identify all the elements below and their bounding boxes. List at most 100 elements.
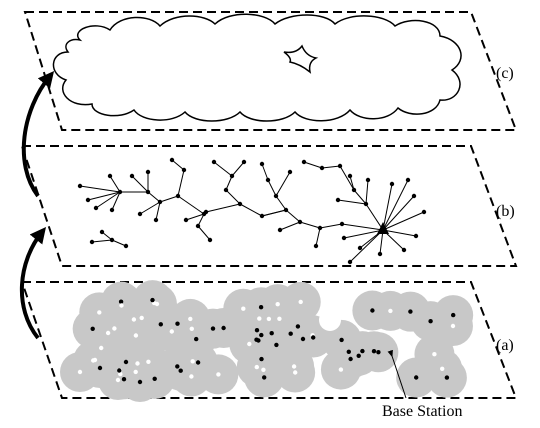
tree-node [265, 177, 271, 183]
active-sensor [444, 375, 450, 380]
sleeping-sensor [135, 361, 140, 366]
sleeping-sensor [275, 302, 280, 307]
active-sensor [254, 337, 259, 342]
active-sensor [121, 377, 127, 382]
tree-node [259, 161, 265, 167]
tree-node [241, 159, 247, 165]
active-sensor [356, 353, 361, 358]
tree-node [85, 197, 91, 203]
sleeping-sensor [277, 316, 282, 321]
arrow-a-to-b [20, 226, 46, 340]
active-sensor [137, 379, 143, 385]
layer-c-label: (c) [496, 65, 514, 82]
sleeping-sensor [133, 333, 139, 338]
active-sensor [311, 335, 316, 340]
tree-node [413, 233, 419, 239]
active-sensor [175, 321, 180, 326]
sleeping-sensor [241, 306, 246, 311]
sleeping-sensor [189, 374, 194, 379]
active-sensor [274, 342, 279, 348]
active-sensor [254, 328, 260, 333]
tree-node [313, 243, 319, 249]
coverage-disks [60, 280, 474, 402]
active-sensor [348, 356, 353, 362]
tree-node [207, 237, 213, 243]
layer-c-plane [23, 11, 518, 131]
active-sensor [117, 368, 122, 373]
sleeping-sensor [139, 315, 144, 321]
layer-c: (c) [23, 11, 518, 131]
tree-node [181, 167, 187, 173]
coverage-hole [283, 44, 319, 74]
tree-node [287, 169, 293, 175]
layer-a-label: (a) [496, 337, 514, 354]
tree-node [337, 163, 343, 169]
sleeping-sensor [247, 341, 252, 347]
tree-node [175, 193, 181, 199]
tree-node [203, 209, 209, 215]
tree-node [411, 193, 417, 199]
sleeping-sensor [99, 345, 104, 351]
tree-node [351, 187, 357, 193]
active-sensor [269, 331, 274, 336]
active-sensor [376, 350, 381, 355]
tree-node [347, 259, 353, 265]
sleeping-sensor [440, 366, 445, 371]
tree-node [89, 239, 95, 245]
sleeping-sensor [190, 359, 195, 364]
active-sensor [195, 360, 201, 365]
sleeping-sensor [118, 371, 123, 377]
sleeping-sensor [388, 308, 393, 314]
active-sensor [259, 332, 264, 338]
active-sensor [97, 365, 103, 371]
layer-a: (a) Base Station [20, 280, 518, 420]
sleeping-sensor [105, 330, 111, 336]
layer-b-plane [20, 145, 518, 267]
sleeping-sensor [450, 323, 456, 329]
routing-tree-nodes [77, 157, 427, 265]
sleeping-sensor [257, 316, 262, 321]
tree-node [229, 173, 235, 179]
sleeping-sensor [188, 316, 193, 322]
tree-node [377, 251, 383, 257]
tree-node [317, 225, 323, 231]
sleeping-sensor [169, 329, 174, 334]
active-sensor [150, 297, 155, 303]
active-sensor [175, 364, 180, 369]
tree-node [341, 235, 347, 241]
active-sensor [360, 348, 365, 354]
active-sensor [370, 308, 375, 313]
sleeping-sensor [293, 370, 298, 375]
active-sensor [408, 309, 413, 314]
active-sensor [210, 326, 216, 331]
active-sensor [194, 336, 199, 342]
tree-node [421, 209, 427, 215]
active-sensor [288, 331, 293, 336]
active-sensor [451, 312, 456, 318]
base-station-triangle [377, 222, 389, 234]
sleeping-sensor [146, 359, 151, 364]
tree-node [183, 217, 189, 223]
tree-node [365, 177, 371, 183]
tree-node [145, 169, 151, 175]
tree-node [211, 159, 217, 165]
sleeping-sensor [266, 316, 272, 322]
active-sensor [258, 305, 264, 310]
sleeping-sensor [298, 299, 303, 305]
tree-node [169, 157, 175, 163]
tree-node [145, 189, 151, 195]
active-sensor [158, 322, 163, 327]
sleeping-sensor [216, 372, 221, 377]
sleeping-sensor [133, 369, 138, 375]
tree-node [123, 243, 129, 249]
tree-node [223, 187, 229, 193]
tree-node [77, 183, 83, 189]
tree-node [107, 173, 113, 179]
routing-tree-edges [79, 159, 425, 263]
sleeping-sensor [112, 326, 117, 331]
active-sensor [259, 356, 264, 362]
active-sensor [371, 349, 377, 354]
tree-node [283, 207, 289, 213]
tree-node [109, 237, 115, 243]
tree-node [357, 245, 363, 251]
